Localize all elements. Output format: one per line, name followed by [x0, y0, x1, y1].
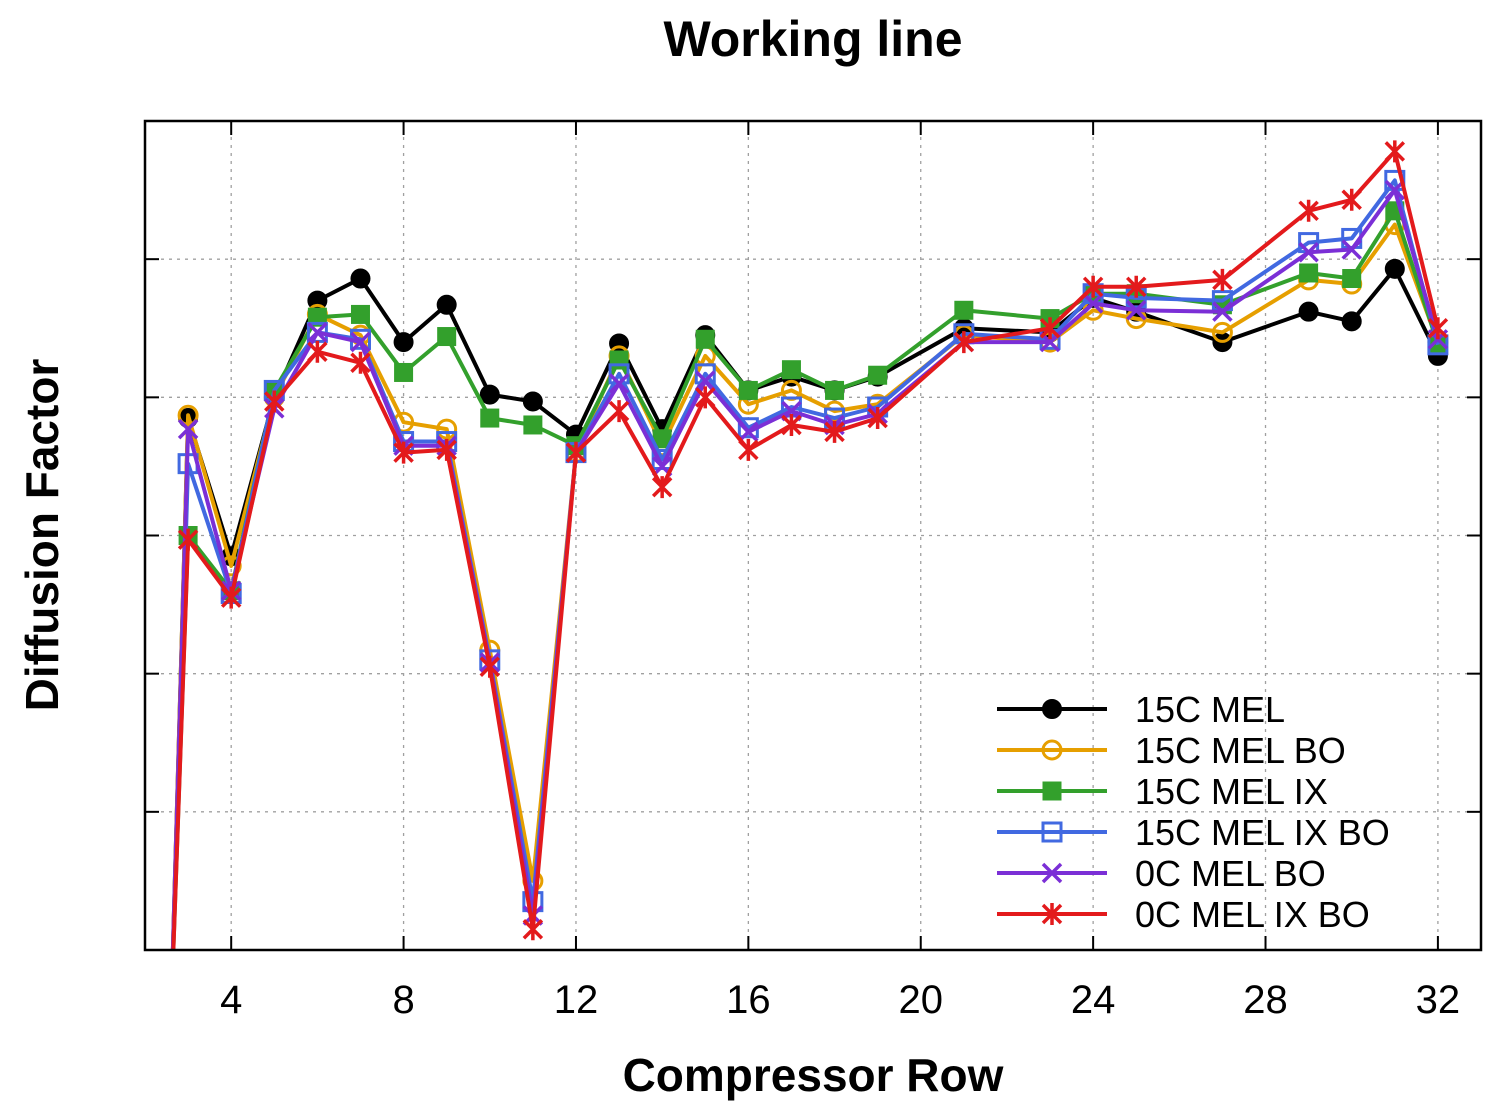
data-point [220, 586, 242, 609]
data-point [522, 918, 544, 941]
data-point [695, 386, 716, 409]
series-layer [170, 140, 1449, 950]
series-line [170, 222, 1440, 950]
data-point [1298, 199, 1319, 222]
data-point [350, 268, 371, 289]
x-tick-label: 28 [1243, 978, 1288, 1022]
data-point [867, 407, 888, 430]
data-point [436, 418, 458, 440]
x-tick-label: 8 [392, 978, 414, 1022]
data-point [1212, 268, 1233, 291]
data-point [1125, 300, 1147, 321]
data-point [1211, 321, 1233, 343]
data-point [394, 362, 414, 382]
x-tick-label: 12 [554, 978, 599, 1022]
data-point [479, 384, 500, 405]
legend-entry: 15C MEL IX [997, 771, 1328, 812]
data-point [608, 373, 630, 394]
series-6 [171, 140, 1449, 950]
legend-marker [1041, 739, 1063, 761]
data-point [868, 365, 888, 385]
data-point [738, 438, 759, 461]
data-point [177, 404, 199, 426]
ticks [145, 121, 1481, 950]
data-point [1298, 301, 1319, 322]
data-point [307, 340, 328, 363]
data-point [738, 380, 758, 400]
data-point [651, 476, 673, 499]
x-tick-label: 16 [726, 978, 771, 1022]
data-point [437, 327, 457, 347]
legend-marker [1041, 903, 1063, 925]
x-tick-label: 32 [1416, 978, 1461, 1022]
data-point [608, 400, 630, 423]
data-point [177, 528, 199, 551]
data-point [953, 331, 975, 354]
chart-title: Working line [663, 11, 962, 67]
legend-label: 15C MEL [1135, 689, 1285, 730]
data-point [264, 390, 285, 413]
data-point [1384, 258, 1405, 279]
data-point [825, 380, 845, 400]
data-point [1299, 263, 1319, 283]
legend-marker [1041, 821, 1063, 843]
data-point [522, 391, 543, 412]
data-point [436, 438, 457, 461]
data-point [480, 408, 500, 428]
data-point [479, 655, 501, 678]
data-point [1298, 242, 1319, 263]
grid [145, 121, 1481, 950]
legend-entry: 15C MEL BO [997, 730, 1346, 771]
legend-label: 15C MEL IX BO [1135, 812, 1390, 853]
x-axis-title: Compressor Row [623, 1049, 1004, 1101]
data-point [1342, 269, 1362, 289]
data-point [565, 441, 587, 464]
data-point [1212, 301, 1233, 322]
data-point [1427, 317, 1449, 340]
data-point [781, 360, 801, 380]
legend-label: 15C MEL IX [1135, 771, 1328, 812]
y-axis-title: Diffusion Factor [16, 359, 68, 712]
data-point [1341, 311, 1362, 332]
x-tick-label: 24 [1071, 978, 1116, 1022]
x-tick-label: 4 [220, 978, 242, 1022]
legend-label: 0C MEL BO [1135, 853, 1326, 894]
data-point [523, 415, 543, 435]
legend-marker [1041, 862, 1063, 884]
legend-marker [1042, 699, 1062, 719]
data-point [1082, 293, 1104, 314]
data-point [350, 351, 371, 374]
legend-marker [1042, 781, 1062, 801]
data-point [954, 300, 974, 320]
data-point [824, 420, 845, 443]
legend-label: 0C MEL IX BO [1135, 894, 1370, 935]
legend-entry: 15C MEL [997, 689, 1285, 730]
data-point [695, 329, 715, 349]
x-tick-labels: 4 8 12 16 20 24 28 32 [220, 978, 1460, 1022]
legend-label: 15C MEL BO [1135, 730, 1346, 771]
data-point [1082, 275, 1104, 298]
legend-entry: 0C MEL BO [997, 853, 1326, 894]
data-point [350, 331, 371, 353]
data-point [781, 413, 802, 436]
data-point [177, 418, 199, 440]
data-point [1125, 275, 1147, 298]
data-point [695, 370, 716, 391]
legend-entry: 0C MEL IX BO [997, 894, 1370, 935]
data-point [1039, 317, 1061, 340]
data-point [436, 294, 457, 315]
x-tick-label: 20 [898, 978, 943, 1022]
data-point [738, 421, 759, 443]
data-point [1341, 239, 1362, 260]
legend-entry: 15C MEL IX BO [997, 812, 1390, 853]
data-point [1384, 140, 1406, 163]
data-point [393, 441, 414, 464]
data-point [307, 322, 328, 343]
data-point [1341, 188, 1362, 211]
data-point [350, 304, 370, 324]
data-point [393, 332, 414, 353]
data-point [307, 307, 327, 327]
